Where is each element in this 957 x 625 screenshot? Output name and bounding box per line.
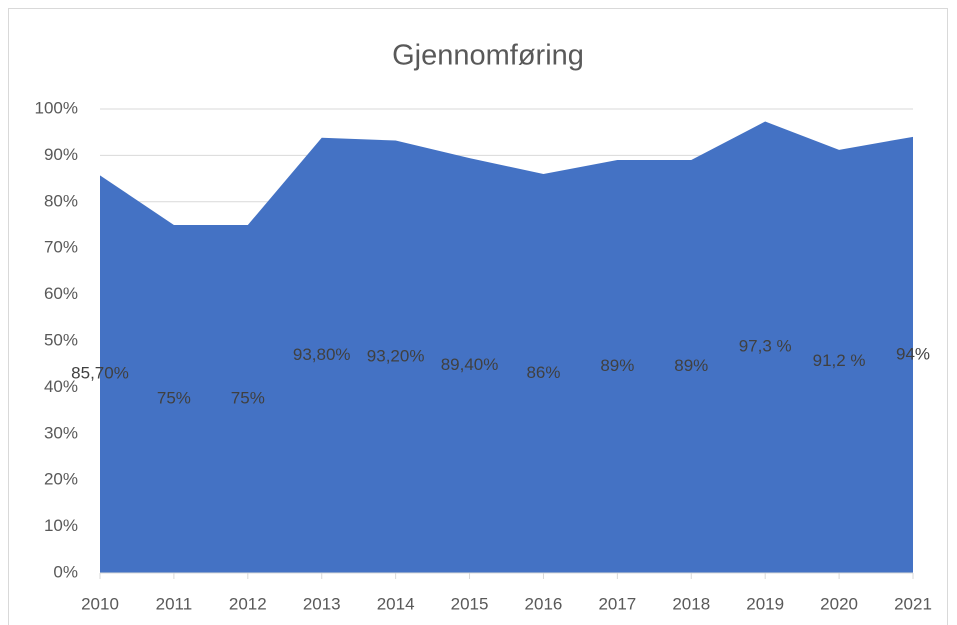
x-tick-label: 2018 <box>672 594 710 613</box>
data-label: 89,40% <box>441 355 499 374</box>
y-tick-label: 70% <box>44 238 78 257</box>
x-tick-label: 2011 <box>156 594 193 613</box>
x-tick-label: 2019 <box>746 594 784 613</box>
y-tick-label: 90% <box>44 145 78 164</box>
y-tick-label: 0% <box>53 562 78 581</box>
data-label: 91,2 % <box>813 351 866 370</box>
y-tick-label: 40% <box>44 377 78 396</box>
data-label: 94% <box>896 344 930 363</box>
x-tick-label: 2014 <box>377 594 415 613</box>
data-label: 89% <box>600 356 634 375</box>
y-tick-label: 60% <box>44 284 78 303</box>
area <box>100 121 913 573</box>
data-label: 93,20% <box>367 346 425 365</box>
x-tick-label: 2017 <box>598 594 636 613</box>
data-label: 86% <box>526 363 560 382</box>
chart-title: Gjennomføring <box>392 40 584 72</box>
x-tick-label: 2016 <box>525 594 563 613</box>
data-label: 75% <box>157 388 191 407</box>
data-label: 93,80% <box>293 345 351 364</box>
y-tick-label: 10% <box>44 516 78 535</box>
data-label: 75% <box>231 388 265 407</box>
y-tick-label: 30% <box>44 423 78 442</box>
y-tick-label: 80% <box>44 191 78 210</box>
x-tick-label: 2010 <box>81 594 119 613</box>
data-label: 97,3 % <box>739 337 792 356</box>
y-tick-label: 100% <box>35 98 78 117</box>
data-label: 85,70% <box>71 364 129 383</box>
data-label: 89% <box>674 356 708 375</box>
x-tick-label: 2020 <box>820 594 858 613</box>
x-tick-label: 2021 <box>894 594 932 613</box>
y-tick-label: 50% <box>44 330 78 349</box>
y-tick-label: 20% <box>44 470 78 489</box>
x-tick-label: 2012 <box>229 594 267 613</box>
x-tick-label: 2013 <box>303 594 341 613</box>
x-tick-label: 2015 <box>451 594 489 613</box>
